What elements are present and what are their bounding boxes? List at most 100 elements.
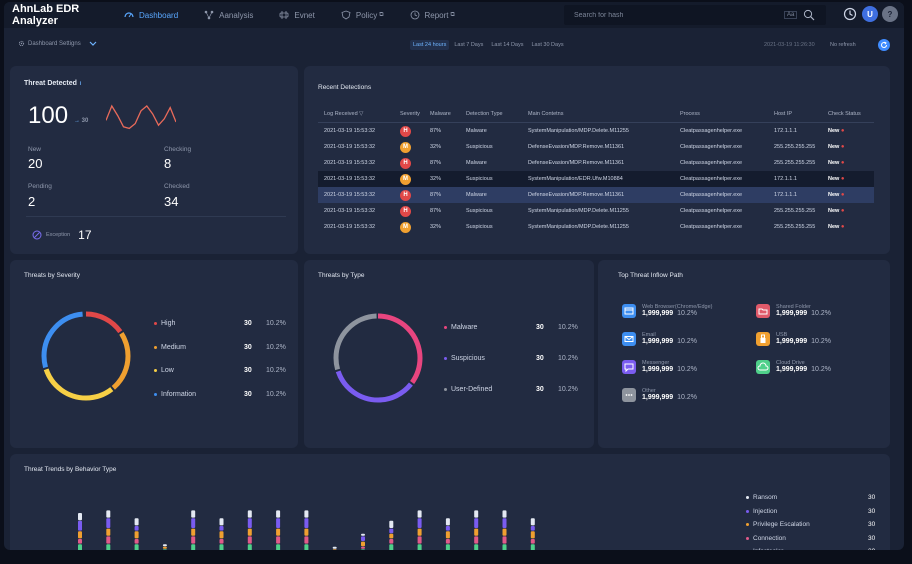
col-main-contents[interactable]: Main Contetns	[522, 106, 674, 123]
nav-analysis[interactable]: Aanalysis	[204, 10, 253, 20]
donut-segment-malware[interactable]	[333, 313, 423, 403]
trend-bar-segment[interactable]	[276, 518, 281, 528]
inflow-item[interactable]: Cloud Drive 1,999,999 10.2%	[756, 360, 831, 374]
trend-bar-segment[interactable]	[134, 526, 139, 531]
trend-bar-segment[interactable]	[219, 544, 224, 550]
trend-bar-segment[interactable]	[332, 549, 337, 550]
trend-bar-segment[interactable]	[191, 518, 196, 528]
trend-bar-segment[interactable]	[219, 518, 224, 526]
trend-bar-segment[interactable]	[134, 518, 139, 526]
legend-item[interactable]: Malware	[444, 324, 477, 331]
nav-event[interactable]: Evnet	[279, 10, 315, 20]
stat-checking-value[interactable]: 8	[164, 156, 172, 171]
trend-bar-segment[interactable]	[106, 510, 111, 518]
trend-bar-segment[interactable]	[474, 544, 479, 550]
legend-item[interactable]: Information	[154, 391, 196, 398]
inflow-item[interactable]: Messenger 1,999,999 10.2%	[622, 360, 697, 374]
trend-bar-segment[interactable]	[361, 541, 365, 547]
refresh-button[interactable]	[878, 39, 890, 51]
table-row[interactable]: 2021-03-19 15:53:32 H 87% Malware DefenseEva…	[318, 155, 874, 171]
trend-bar-segment[interactable]	[78, 520, 82, 531]
trend-bar-segment[interactable]	[78, 544, 82, 550]
legend-item[interactable]: Low	[154, 367, 174, 374]
donut-segment-high[interactable]	[41, 311, 131, 401]
trend-bar-segment[interactable]	[106, 528, 111, 536]
col-detection-type[interactable]: Detection Type	[460, 106, 522, 123]
legend-item[interactable]: User-Defined	[444, 386, 492, 393]
trend-bar-segment[interactable]	[474, 510, 479, 518]
donut-segment-suspicious[interactable]	[333, 313, 423, 403]
inflow-item[interactable]: Web Browser(Chrome/Edge) 1,999,999 10.2%	[622, 304, 713, 318]
trend-bar-segment[interactable]	[304, 544, 309, 550]
dashboard-settings-dropdown[interactable]: Dashboard Settigns	[18, 40, 97, 47]
donut-segment-medium[interactable]	[41, 311, 131, 401]
donut-segment-information[interactable]	[41, 311, 131, 401]
nav-policy[interactable]: Policy ⧉	[341, 10, 384, 20]
inflow-item[interactable]: Other 1,999,999 10.2%	[622, 388, 697, 402]
trend-bar-segment[interactable]	[106, 518, 111, 528]
trend-bar-segment[interactable]	[502, 518, 507, 528]
trend-bar-segment[interactable]	[389, 533, 394, 539]
trend-bar-segment[interactable]	[502, 510, 507, 518]
trend-bar-segment[interactable]	[78, 513, 82, 521]
user-avatar[interactable]: U	[862, 6, 878, 22]
nav-dashboard[interactable]: Dashboard	[124, 10, 178, 20]
trend-bar-segment[interactable]	[361, 549, 365, 550]
inflow-item[interactable]: Shared Folder 1,999,999 10.2%	[756, 304, 831, 318]
table-row[interactable]: 2021-03-19 15:53:32 M 32% Suspicious SystemM…	[318, 219, 874, 235]
trend-bar-segment[interactable]	[530, 526, 535, 531]
trend-bar-segment[interactable]	[474, 536, 479, 544]
trend-bar-segment[interactable]	[247, 510, 252, 518]
trend-bar-segment[interactable]	[191, 536, 196, 544]
trend-bar-segment[interactable]	[219, 526, 224, 531]
trend-bar-segment[interactable]	[219, 539, 224, 544]
nav-report[interactable]: Report ⧉	[410, 10, 455, 20]
trend-bar-segment[interactable]	[78, 531, 82, 539]
trend-legend-item[interactable]: Infostealer	[746, 548, 783, 550]
trend-bar-segment[interactable]	[134, 539, 139, 544]
range-24h[interactable]: Last 24 hours	[410, 40, 450, 50]
trend-legend-item[interactable]: Ransom	[746, 494, 777, 501]
table-row[interactable]: 2021-03-19 15:53:32 M 32% Suspicious Defense…	[318, 139, 874, 155]
col-malware[interactable]: Malware	[424, 106, 460, 123]
trend-bar-segment[interactable]	[530, 531, 535, 539]
trend-legend-item[interactable]: Connection	[746, 535, 786, 542]
exception-row[interactable]: Exception 17	[32, 228, 92, 242]
trend-bar-segment[interactable]	[276, 528, 281, 536]
col-host-ip[interactable]: Host IP	[768, 106, 822, 123]
trend-bar-segment[interactable]	[530, 539, 535, 544]
table-row[interactable]: 2021-03-19 15:53:32 H 87% Malware SystemMani…	[318, 123, 874, 140]
trend-bar-segment[interactable]	[530, 518, 535, 526]
trend-bar-segment[interactable]	[219, 531, 224, 539]
donut-segment-low[interactable]	[41, 311, 131, 401]
col-severity[interactable]: Severity	[394, 106, 424, 123]
trend-bar-segment[interactable]	[445, 531, 450, 539]
legend-item[interactable]: Medium	[154, 344, 186, 351]
trend-bar-segment[interactable]	[304, 536, 309, 544]
trend-bar-segment[interactable]	[276, 510, 281, 518]
trend-bar-segment[interactable]	[417, 528, 422, 536]
range-7d[interactable]: Last 7 Days	[454, 42, 484, 48]
stat-new-value[interactable]: 20	[28, 156, 43, 171]
trend-bar-segment[interactable]	[445, 539, 450, 544]
trend-bar-segment[interactable]	[78, 539, 82, 544]
donut-segment-user-defined[interactable]	[333, 313, 423, 403]
trend-bar-segment[interactable]	[304, 528, 309, 536]
match-case-toggle[interactable]: Aa	[784, 11, 798, 19]
trend-bar-segment[interactable]	[134, 531, 139, 539]
trend-bar-segment[interactable]	[445, 518, 450, 526]
trend-bar-segment[interactable]	[417, 510, 422, 518]
trend-bar-segment[interactable]	[191, 510, 196, 518]
trend-bar-segment[interactable]	[304, 510, 309, 518]
inflow-item[interactable]: Email 1,999,999 10.2%	[622, 332, 697, 346]
trend-legend-item[interactable]: Injection	[746, 508, 777, 515]
trend-bar-segment[interactable]	[106, 544, 111, 550]
trend-bar-segment[interactable]	[417, 518, 422, 528]
col-process[interactable]: Process	[674, 106, 768, 123]
trend-bar-segment[interactable]	[247, 544, 252, 550]
trend-bar-segment[interactable]	[445, 526, 450, 531]
search-icon[interactable]	[803, 9, 815, 21]
trend-bar-segment[interactable]	[247, 536, 252, 544]
info-icon[interactable]: i	[79, 81, 82, 87]
trend-bar-segment[interactable]	[191, 544, 196, 550]
